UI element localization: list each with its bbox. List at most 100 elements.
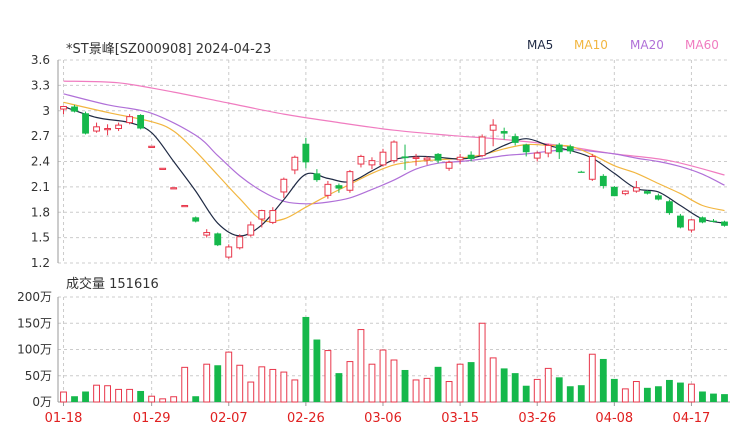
- candle-body: [346, 171, 354, 191]
- volume-bar: [511, 373, 519, 402]
- volume-bar: [225, 351, 233, 403]
- date-label: 01-29: [133, 411, 171, 426]
- volume-bar: [456, 363, 464, 403]
- candle-body: [379, 151, 387, 166]
- axis-layer: 3.6 3.3 3 2.7 2.4 2.1 1.8 1.5 1.2 200万 150万 100万 50万…: [17, 53, 730, 426]
- candle-body: [434, 153, 442, 161]
- volume-bar: [401, 369, 409, 402]
- candle-body: [93, 126, 100, 132]
- candle-body: [456, 156, 464, 161]
- volume-tick-label: 200万: [17, 290, 52, 304]
- volume-bar: [170, 396, 178, 403]
- candle-body: [577, 171, 585, 173]
- candle-body: [555, 144, 563, 153]
- volume-bar: [346, 361, 354, 403]
- grid-layer: [58, 59, 730, 403]
- volume-tick-label: 100万: [17, 343, 52, 357]
- volume-bar: [247, 381, 255, 403]
- volume-bar: [236, 364, 244, 403]
- candle-body: [688, 219, 695, 231]
- volume-tick-label: 50万: [25, 369, 52, 383]
- candle-body: [599, 175, 607, 187]
- candle-body: [511, 136, 519, 143]
- volume-bar: [93, 384, 100, 403]
- candle-body: [368, 160, 376, 166]
- volume-bar: [115, 388, 123, 403]
- legend-ma5: MA5: [527, 38, 554, 52]
- ma20-line: [63, 93, 725, 205]
- volume-tick-label: 0万: [32, 395, 52, 409]
- volume-bar: [280, 371, 288, 403]
- candle-body: [699, 217, 706, 223]
- volume-bar: [148, 395, 156, 403]
- volume-bar: [412, 379, 420, 403]
- candle-body: [181, 204, 189, 208]
- candle-body: [522, 144, 530, 153]
- volume-bar: [500, 368, 508, 402]
- volume-bar: [599, 358, 607, 402]
- volume-bar: [192, 396, 200, 402]
- legend-ma60: MA60: [685, 38, 719, 52]
- date-label: 03-26: [518, 411, 556, 426]
- volume-bar: [665, 379, 673, 402]
- volume-bar: [610, 378, 618, 402]
- candle-body: [71, 106, 78, 112]
- candle-body: [335, 185, 343, 189]
- candle-body: [401, 156, 409, 159]
- candle-body: [654, 195, 662, 200]
- chart-title: *ST景峰[SZ000908] 2024-04-23: [66, 42, 272, 57]
- volume-bar: [489, 357, 497, 403]
- candle-body: [643, 191, 651, 194]
- candle-body: [269, 210, 277, 223]
- candle-body: [115, 124, 123, 130]
- candle-body: [390, 141, 398, 162]
- volume-bar: [269, 368, 277, 403]
- volume-bar: [203, 363, 211, 403]
- volume-bar: [313, 339, 321, 402]
- volume-bar: [621, 388, 629, 403]
- candle-body: [247, 224, 255, 236]
- volume-bar: [533, 378, 541, 403]
- legend-ma20: MA20: [630, 38, 664, 52]
- volume-bar: [302, 316, 310, 402]
- date-label: 03-06: [364, 411, 402, 426]
- candle-body: [137, 114, 145, 129]
- price-tick-label: 2.7: [31, 129, 50, 143]
- volume-bar: [82, 391, 89, 402]
- price-tick-label: 1.5: [31, 231, 50, 245]
- volume-bar: [555, 377, 563, 402]
- volume-bar: [357, 329, 365, 403]
- volume-bar: [214, 365, 222, 402]
- candle-body: [467, 154, 475, 159]
- volume-bar: [60, 391, 67, 403]
- candle-body: [82, 113, 89, 134]
- volume-bar: [159, 398, 167, 403]
- volume-tick-label: 150万: [17, 316, 52, 330]
- candle-body: [126, 116, 134, 124]
- volume-bar: [104, 385, 111, 403]
- candle-body: [280, 178, 288, 193]
- candle-body: [192, 217, 200, 222]
- date-label: 03-15: [441, 411, 479, 426]
- price-tick-label: 3: [42, 104, 50, 118]
- volume-bar: [258, 366, 266, 403]
- candle-body: [710, 220, 717, 222]
- volume-bar: [522, 385, 530, 402]
- candle-body: [533, 152, 541, 159]
- volume-bar: [379, 349, 387, 403]
- ma5-line: [63, 105, 725, 237]
- volume-bar: [710, 393, 717, 402]
- date-label: 02-07: [210, 411, 248, 426]
- volume-bar: [467, 362, 475, 402]
- volume-bar: [423, 377, 431, 403]
- candle-body: [721, 221, 728, 226]
- volume-bar: [368, 363, 376, 403]
- volume-bar: [126, 388, 134, 403]
- volume-bar: [677, 382, 684, 402]
- candle-body: [445, 161, 453, 169]
- candle-body: [104, 128, 111, 131]
- volume-bar: [544, 367, 552, 403]
- volume-bar: [478, 322, 486, 403]
- date-label: 04-17: [673, 411, 711, 426]
